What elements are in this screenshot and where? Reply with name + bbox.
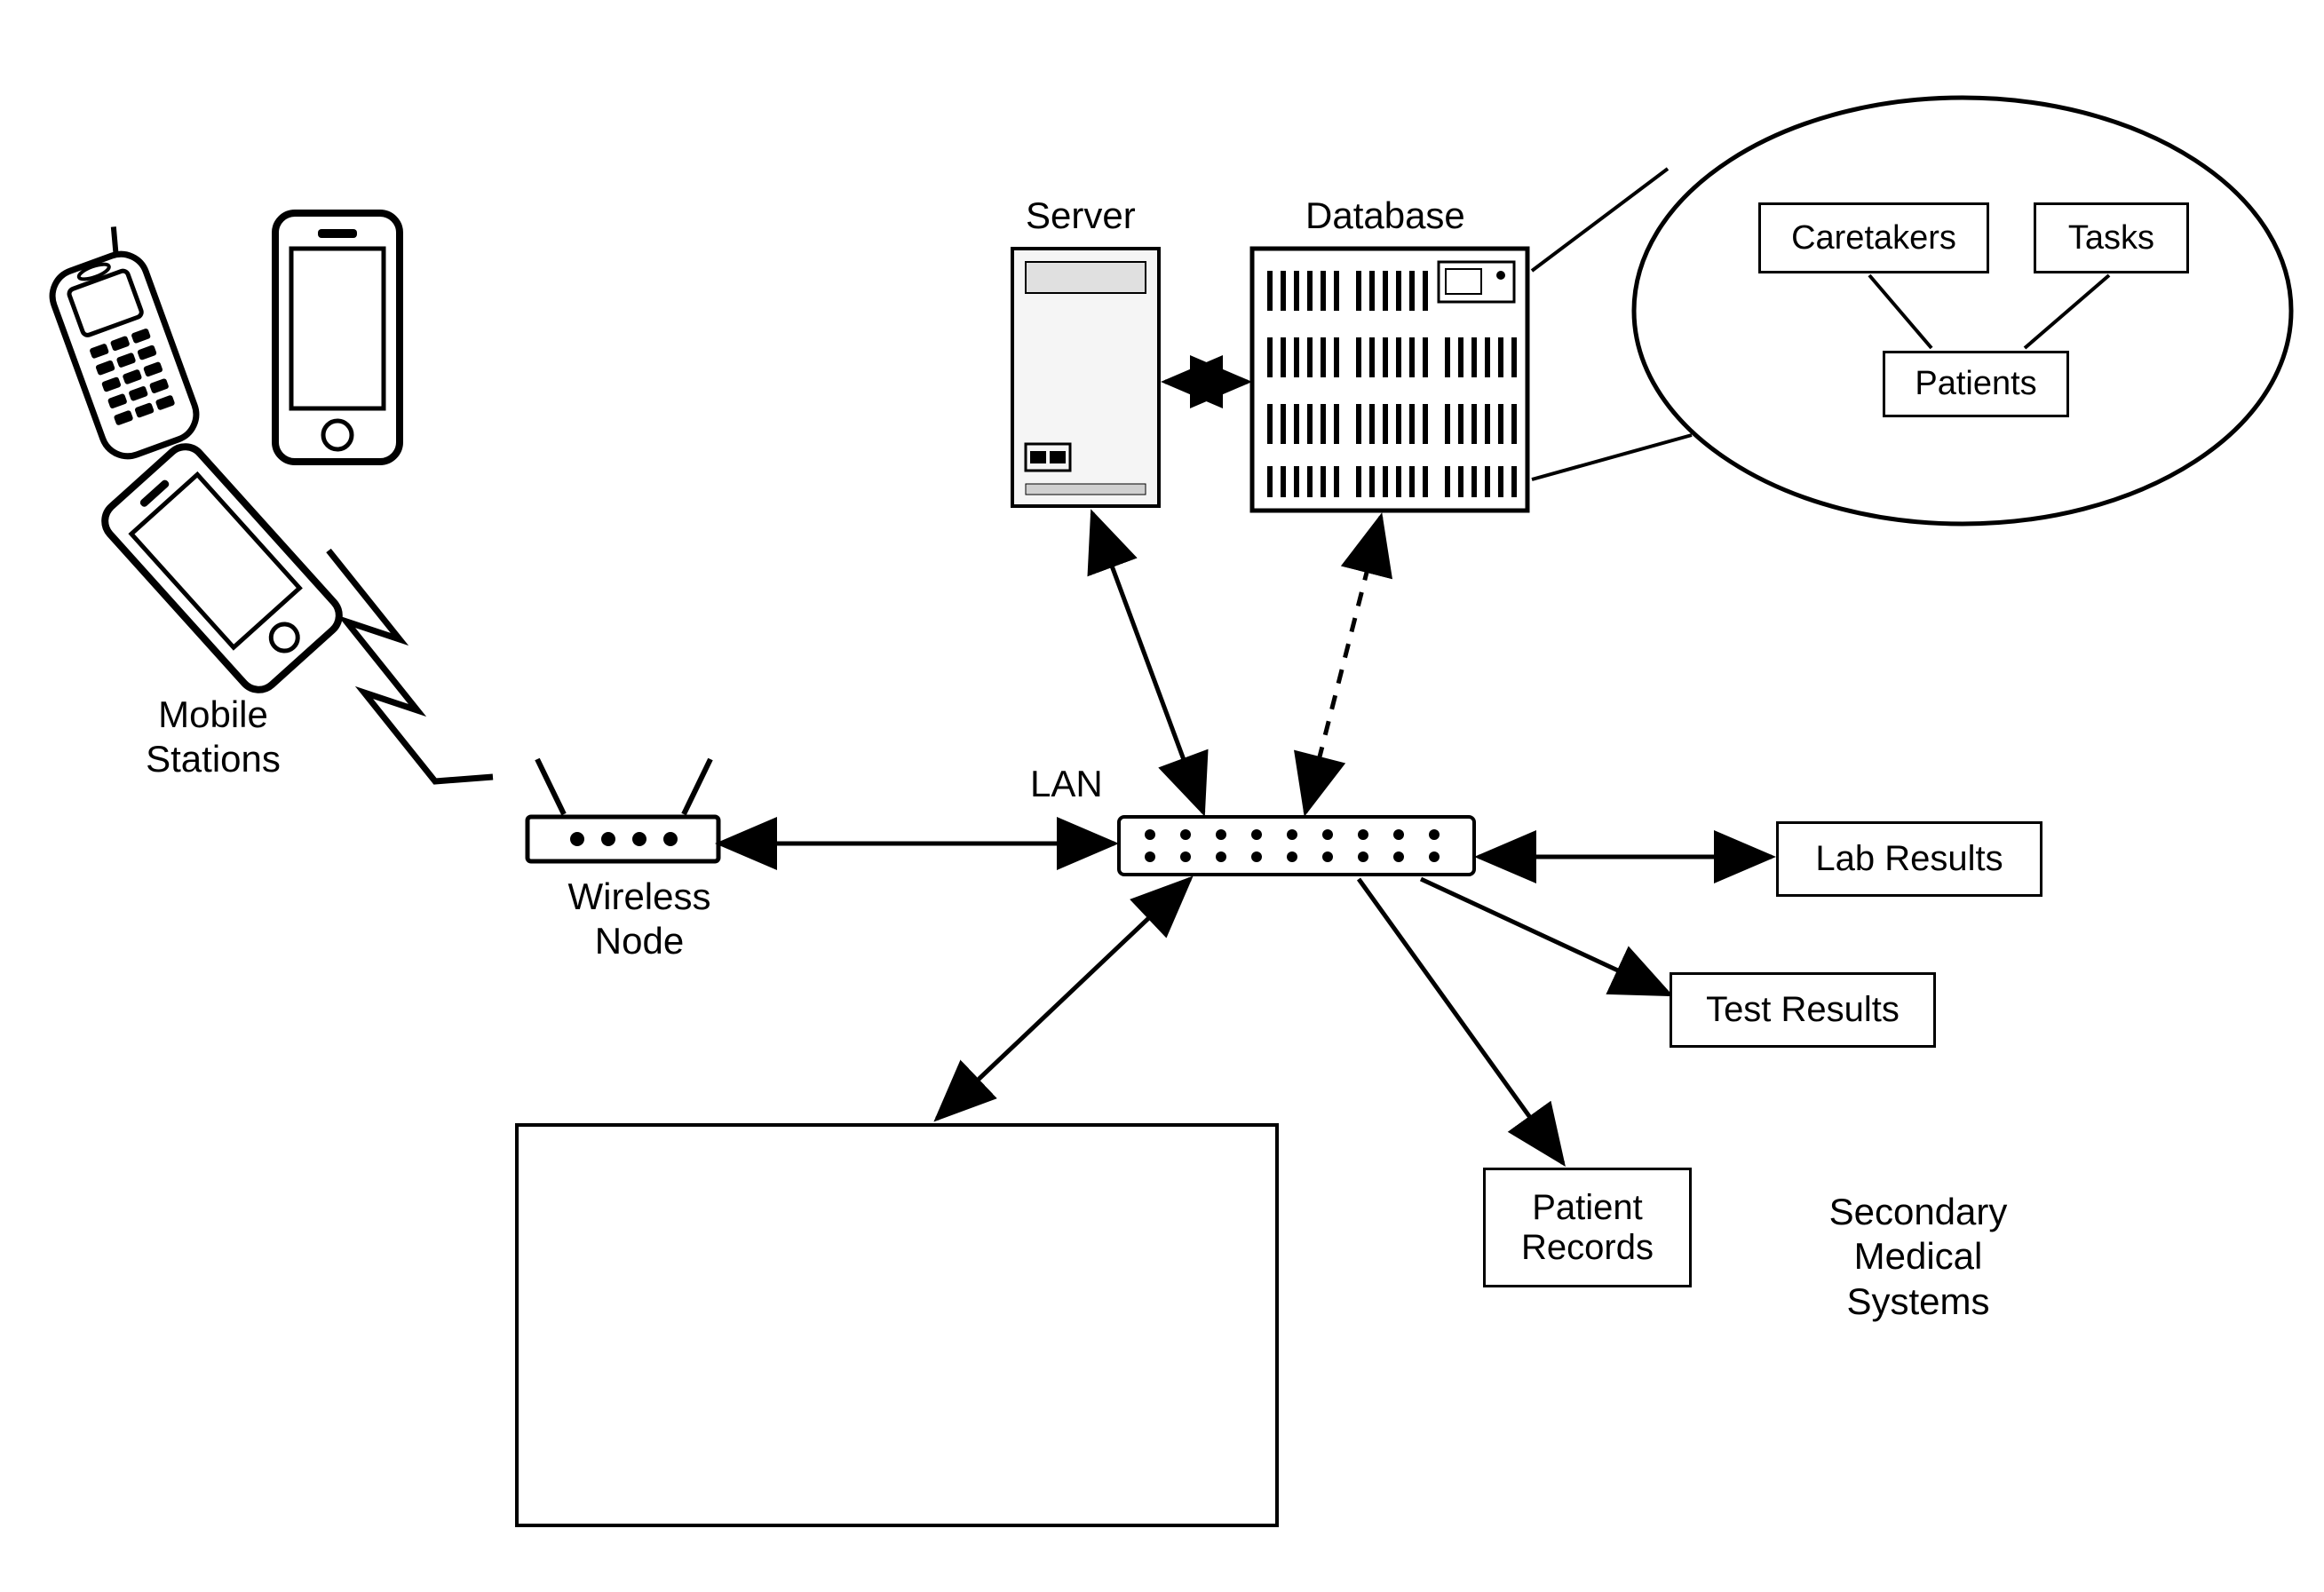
database-icon — [1252, 249, 1527, 511]
secondary-systems-label: Secondary Medical Systems — [1803, 1190, 2034, 1324]
database-label: Database — [1305, 194, 1465, 238]
edge-lan-computer — [937, 879, 1190, 1119]
caretakers-box: Caretakers — [1758, 202, 1989, 273]
database-detail-ellipse — [1634, 98, 2291, 524]
caretakers-text: Caretakers — [1791, 219, 1956, 257]
patients-text: Patients — [1915, 365, 2036, 403]
wireless-signal-icon — [329, 550, 493, 781]
lab-results-box: Lab Results — [1776, 821, 2042, 897]
lan-label: LAN — [1030, 762, 1103, 806]
tasks-text: Tasks — [2068, 219, 2154, 257]
lab-results-text: Lab Results — [1815, 839, 2003, 879]
test-results-box: Test Results — [1670, 972, 1936, 1048]
tasks-box: Tasks — [2034, 202, 2189, 273]
edge-lan-test — [1421, 879, 1670, 994]
phone-smart-icon-2 — [97, 439, 347, 698]
server-label: Server — [1026, 194, 1136, 238]
edge-lan-patient_records — [1359, 879, 1563, 1163]
lan-switch-icon — [1119, 817, 1474, 875]
router-icon — [527, 759, 718, 861]
edge-lan-server — [1092, 513, 1203, 812]
patient-records-text: Patient Records — [1521, 1188, 1654, 1268]
network-diagram: Mobile Stations Wireless Node LAN Server… — [0, 0, 2324, 1592]
wireless-node-label: Wireless Node — [542, 875, 737, 964]
phone-smart-icon-1 — [275, 213, 400, 462]
computer-stations-box — [515, 1123, 1279, 1527]
server-icon — [1012, 249, 1159, 506]
test-results-text: Test Results — [1706, 990, 1900, 1030]
patients-box: Patients — [1883, 351, 2069, 417]
edge-lan-database — [1305, 517, 1381, 812]
patient-records-box: Patient Records — [1483, 1168, 1692, 1287]
phone-old-icon — [36, 222, 203, 464]
mobile-stations-label: Mobile Stations — [124, 693, 302, 782]
